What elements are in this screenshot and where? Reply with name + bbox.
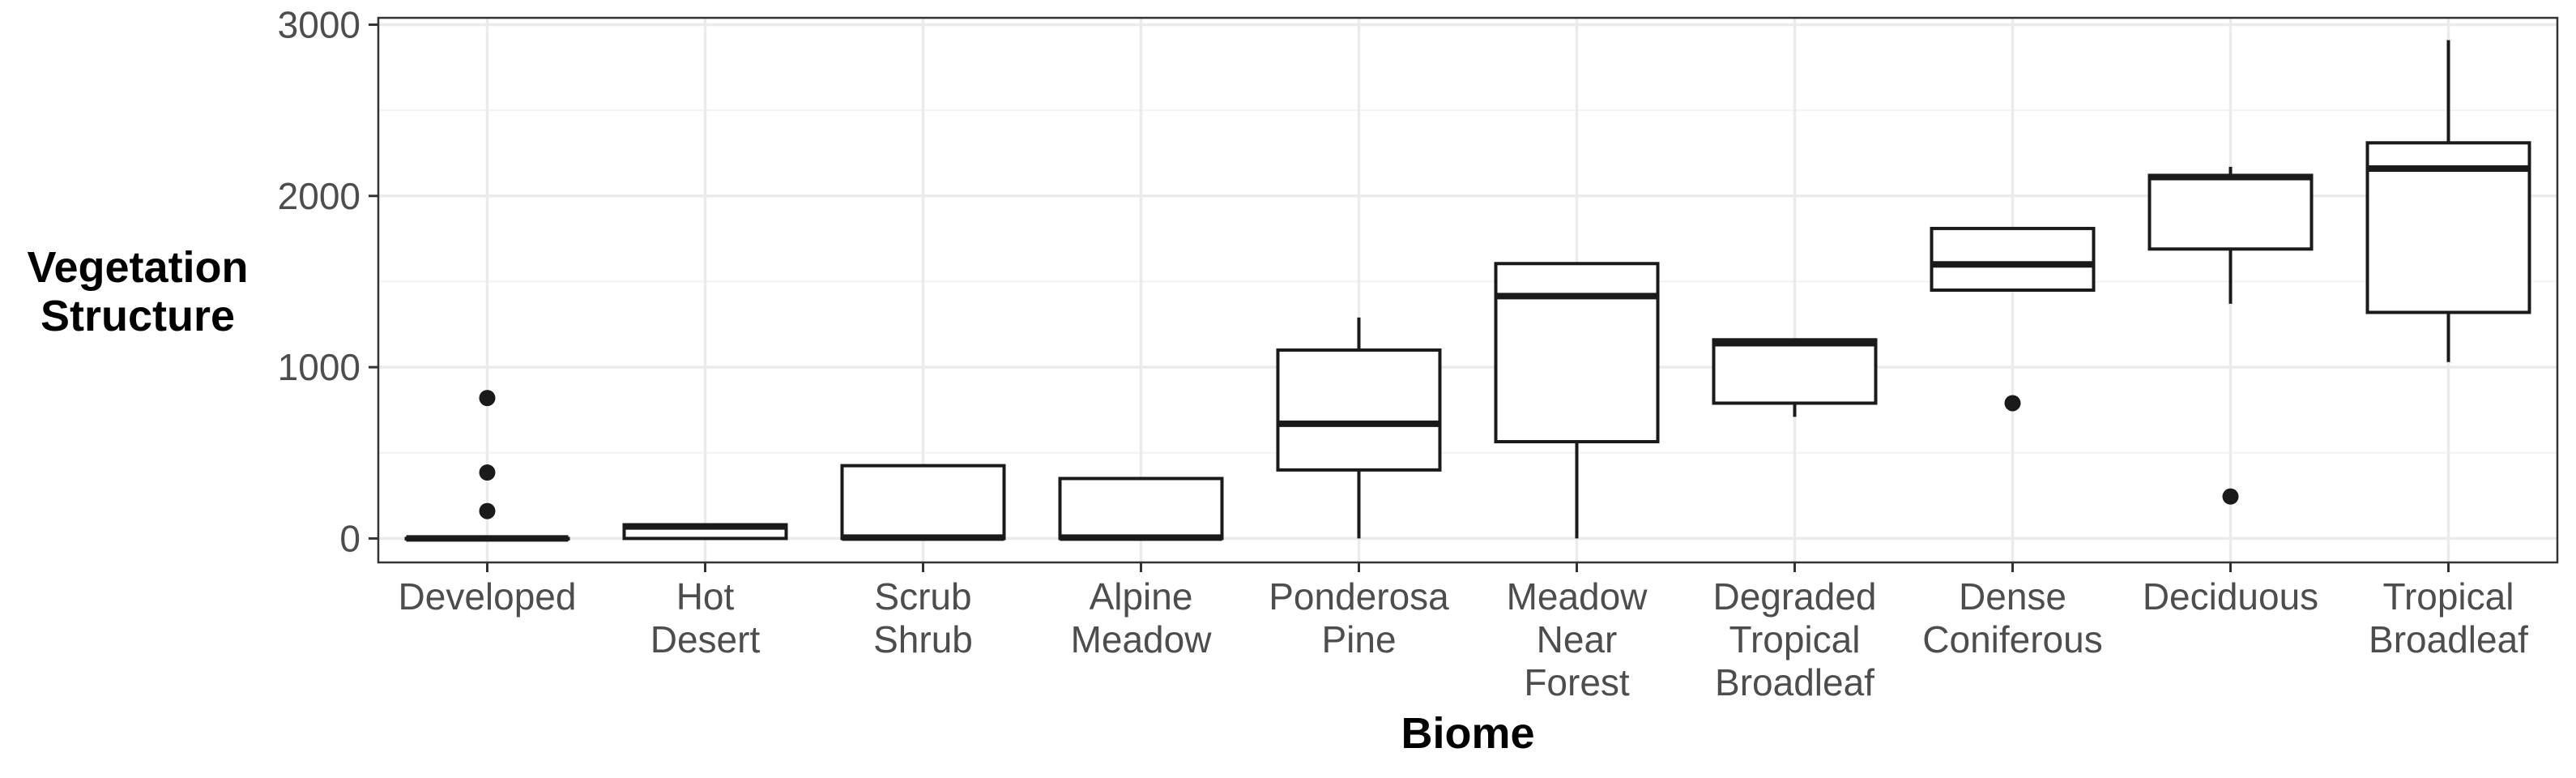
outlier-point <box>479 502 496 519</box>
panel-border <box>377 16 2559 564</box>
box-group <box>1276 317 1442 539</box>
y-axis-title: Vegetation Structure <box>27 243 248 340</box>
x-tick-label: Meadow Near Forest <box>1507 575 1648 703</box>
y-tick-label: 2000 <box>278 175 360 217</box>
box-iqr <box>840 464 1006 541</box>
box-group <box>404 390 570 542</box>
box-iqr <box>1494 262 1660 444</box>
box-group <box>622 523 788 541</box>
x-tick-label: Tropical Broadleaf <box>2369 575 2528 660</box>
x-tick-label: Deciduous <box>2143 575 2318 618</box>
y-tick-label: 0 <box>339 517 360 559</box>
outlier-point <box>2222 488 2239 505</box>
box-group <box>1930 226 2096 412</box>
y-tick-label: 1000 <box>278 346 360 388</box>
box-group <box>2365 40 2531 362</box>
x-tick-label: Degraded Tropical Broadleaf <box>1712 575 1876 703</box>
x-tick-label: Alpine Meadow <box>1071 575 1213 660</box>
box-group <box>2147 166 2314 505</box>
y-tick-label: 3000 <box>278 3 360 45</box>
x-axis-title: Biome <box>1401 709 1534 758</box>
box-iqr <box>1930 226 2096 292</box>
x-tick-label: Hot Desert <box>650 575 761 660</box>
box-iqr <box>1276 348 1442 472</box>
outlier-point <box>479 464 496 481</box>
box-iqr <box>1712 338 1878 405</box>
x-tick-label: Scrub Shrub <box>873 575 973 660</box>
box-iqr <box>1058 477 1224 541</box>
outlier-point <box>479 390 496 407</box>
box-iqr <box>2147 173 2314 251</box>
box-group <box>1712 338 1878 417</box>
outlier-point <box>2004 395 2021 412</box>
x-tick-label: Ponderosa Pine <box>1269 575 1449 660</box>
box-group <box>840 464 1006 541</box>
axes: 0 1000 2000 3000 Developed Hot Desert Scrub Shru… <box>278 3 2529 703</box>
x-tick-label: Dense Coniferous <box>1922 575 2102 660</box>
box-group <box>1494 262 1660 539</box>
boxes <box>404 40 2531 542</box>
box-group <box>1058 477 1224 541</box>
x-tick-label: Developed <box>399 575 577 618</box>
